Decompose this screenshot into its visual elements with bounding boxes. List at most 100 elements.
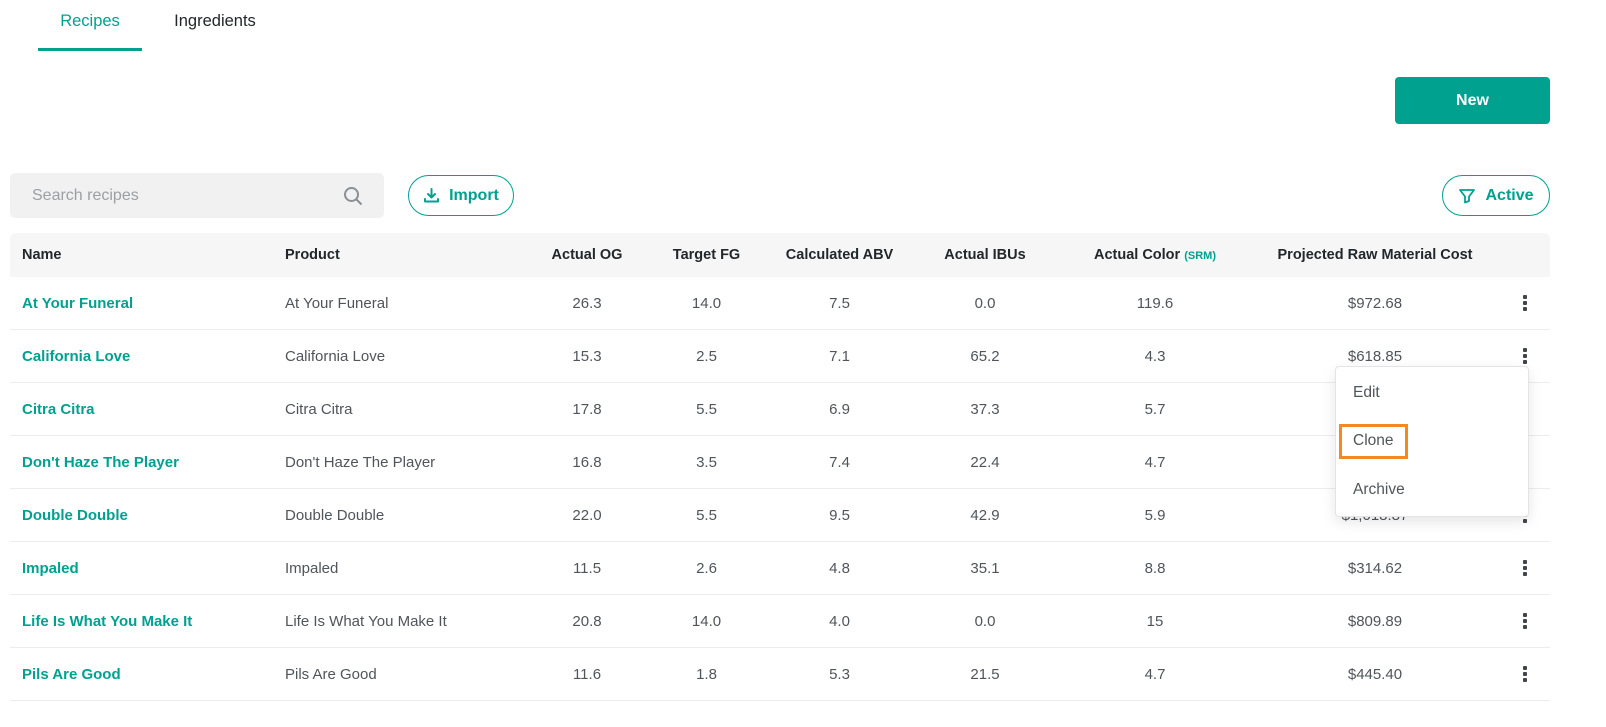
table-row: California Love California Love 15.3 2.5… — [10, 330, 1550, 383]
context-menu-item-clone[interactable]: Clone — [1336, 424, 1528, 459]
recipe-product: Don't Haze The Player — [285, 453, 436, 471]
recipe-name-link[interactable]: Citra Citra — [22, 400, 95, 418]
recipe-og: 11.6 — [572, 665, 602, 683]
recipe-fg: 1.8 — [696, 665, 717, 683]
recipe-fg: 2.6 — [696, 559, 717, 577]
table-row: Don't Haze The Player Don't Haze The Pla… — [10, 436, 1550, 489]
recipe-color: 8.8 — [1144, 559, 1166, 577]
clone-highlight-box: Clone — [1339, 424, 1408, 459]
recipe-og: 11.5 — [572, 559, 602, 577]
recipe-abv: 6.9 — [829, 400, 850, 418]
column-header-cost: Projected Raw Material Cost — [1277, 247, 1473, 263]
recipe-ibus: 65.2 — [970, 347, 1000, 365]
column-header-product: Product — [285, 247, 340, 263]
recipe-og: 16.8 — [572, 453, 602, 471]
recipe-product: Pils Are Good — [285, 665, 377, 683]
recipe-name-link[interactable]: At Your Funeral — [22, 294, 134, 312]
recipe-og: 15.3 — [572, 347, 602, 365]
recipe-ibus: 0.0 — [974, 294, 996, 312]
column-header-actual-og: Actual OG — [551, 247, 623, 263]
recipe-color: 4.7 — [1144, 453, 1166, 471]
row-context-menu: Edit Clone Archive — [1335, 366, 1529, 517]
recipe-abv: 7.5 — [829, 294, 850, 312]
context-menu-item-edit[interactable]: Edit — [1353, 384, 1380, 401]
search-icon — [342, 185, 364, 207]
recipes-table: Name Product Actual OG Target FG Calcula… — [10, 233, 1550, 701]
recipe-ibus: 35.1 — [970, 559, 1000, 577]
row-menu-kebab-icon[interactable] — [1513, 344, 1537, 368]
recipe-fg: 14.0 — [691, 612, 722, 630]
recipe-fg: 5.5 — [696, 506, 717, 524]
column-header-actual-ibus: Actual IBUs — [944, 247, 1026, 263]
recipe-abv: 4.8 — [829, 559, 850, 577]
recipe-color: 5.7 — [1144, 400, 1166, 418]
row-menu-kebab-icon[interactable] — [1513, 609, 1537, 633]
recipe-ibus: 21.5 — [970, 665, 1000, 683]
recipe-fg: 5.5 — [696, 400, 717, 418]
column-header-actual-color: Actual Color (SRM) — [1093, 247, 1216, 263]
recipe-product: California Love — [285, 347, 386, 365]
recipe-name-link[interactable]: California Love — [22, 347, 131, 365]
recipe-product: Life Is What You Make It — [285, 612, 447, 630]
recipe-cost: $314.62 — [1347, 559, 1403, 577]
column-header-calculated-abv: Calculated ABV — [785, 247, 894, 263]
recipe-product: At Your Funeral — [285, 294, 389, 312]
recipe-og: 22.0 — [572, 506, 602, 524]
recipe-abv: 7.1 — [829, 347, 850, 365]
new-recipe-button[interactable]: New — [1395, 77, 1550, 124]
recipe-name-link[interactable]: Don't Haze The Player — [22, 453, 179, 471]
import-button[interactable]: Import — [408, 175, 514, 216]
recipe-ibus: 42.9 — [970, 506, 1000, 524]
recipe-cost: $445.40 — [1347, 665, 1403, 683]
recipe-ibus: 22.4 — [970, 453, 1000, 471]
recipe-ibus: 37.3 — [970, 400, 1000, 418]
filter-button-label: Active — [1485, 186, 1534, 204]
search-input[interactable] — [10, 186, 342, 205]
table-row: Life Is What You Make It Life Is What Yo… — [10, 595, 1550, 648]
row-menu-kebab-icon[interactable] — [1513, 291, 1537, 315]
search-box — [10, 173, 384, 218]
context-menu-item-archive[interactable]: Archive — [1353, 481, 1405, 498]
recipe-cost: $618.85 — [1347, 347, 1403, 365]
recipe-abv: 5.3 — [829, 665, 850, 683]
recipe-color: 4.3 — [1144, 347, 1166, 365]
recipe-cost: $809.89 — [1347, 612, 1403, 630]
recipe-fg: 3.5 — [696, 453, 717, 471]
table-row: Double Double Double Double 22.0 5.5 9.5… — [10, 489, 1550, 542]
recipe-og: 17.8 — [572, 400, 602, 418]
recipe-cost: $972.68 — [1347, 294, 1403, 312]
row-menu-kebab-icon[interactable] — [1513, 556, 1537, 580]
recipe-color: 4.7 — [1144, 665, 1166, 683]
filter-active-button[interactable]: Active — [1442, 175, 1550, 216]
recipe-color: 119.6 — [1136, 294, 1174, 312]
import-download-icon — [423, 187, 440, 204]
import-button-label: Import — [449, 186, 499, 204]
recipe-color: 15 — [1146, 612, 1164, 630]
recipe-fg: 14.0 — [691, 294, 722, 312]
row-menu-kebab-icon[interactable] — [1513, 662, 1537, 686]
recipe-og: 26.3 — [572, 294, 602, 312]
recipe-abv: 4.0 — [829, 612, 850, 630]
recipe-name-link[interactable]: Pils Are Good — [22, 665, 121, 683]
recipe-product: Impaled — [285, 559, 339, 577]
tab-ingredients[interactable]: Ingredients — [174, 12, 256, 30]
recipe-color: 5.9 — [1144, 506, 1166, 524]
recipe-og: 20.8 — [572, 612, 602, 630]
recipe-name-link[interactable]: Double Double — [22, 506, 128, 524]
table-row: Impaled Impaled 11.5 2.6 4.8 35.1 8.8 $3… — [10, 542, 1550, 595]
recipe-name-link[interactable]: Impaled — [22, 559, 79, 577]
recipe-abv: 9.5 — [829, 506, 850, 524]
tab-recipes[interactable]: Recipes — [38, 12, 142, 51]
filter-funnel-icon — [1458, 187, 1476, 205]
recipe-ibus: 0.0 — [974, 612, 996, 630]
table-row: Pils Are Good Pils Are Good 11.6 1.8 5.3… — [10, 648, 1550, 701]
column-header-target-fg: Target FG — [672, 247, 741, 263]
table-header: Name Product Actual OG Target FG Calcula… — [10, 233, 1550, 277]
table-row: At Your Funeral At Your Funeral 26.3 14.… — [10, 277, 1550, 330]
recipe-abv: 7.4 — [829, 453, 850, 471]
recipe-name-link[interactable]: Life Is What You Make It — [22, 612, 193, 630]
recipe-product: Double Double — [285, 506, 385, 524]
column-header-name: Name — [22, 247, 62, 263]
recipe-product: Citra Citra — [285, 400, 353, 418]
srm-unit-label: (SRM) — [1184, 250, 1216, 262]
